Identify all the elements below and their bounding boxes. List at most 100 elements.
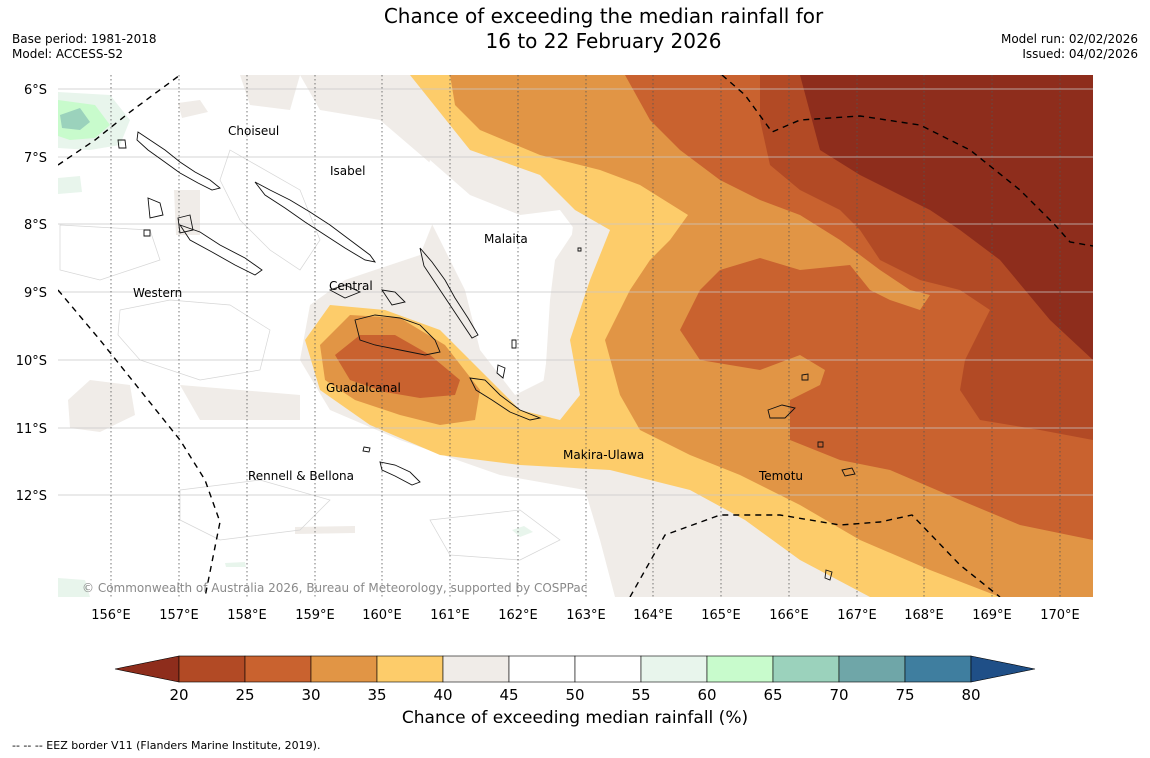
island-sikaiana	[511, 339, 517, 349]
lon-label: 164°E	[633, 608, 673, 623]
island-choiseul	[136, 131, 221, 191]
island-shortland	[117, 139, 127, 149]
title-line-1: Chance of exceeding the median rainfall …	[383, 4, 824, 28]
eez-legend-note: -- -- -- EEZ border V11 (Flanders Marine…	[12, 739, 321, 752]
lat-label: 7°S	[24, 151, 47, 166]
island-savo	[381, 289, 406, 306]
island-new-georgia	[178, 224, 263, 276]
colorbar-segment	[772, 655, 840, 683]
island-isabel	[254, 181, 377, 263]
band-40-45-small	[178, 100, 208, 118]
lat-axis: 6°S 7°S 8°S 9°S 10°S 11°S 12°S	[16, 83, 47, 504]
lon-label: 167°E	[837, 608, 877, 623]
colorbar-low-arrow	[114, 655, 180, 683]
lat-label: 10°S	[16, 354, 47, 369]
base-period: Base period: 1981-2018	[12, 32, 157, 46]
lon-label: 166°E	[769, 608, 809, 623]
label-temotu: Temotu	[758, 469, 803, 483]
band-40-45-small3	[174, 190, 200, 235]
colorbar-tick-label: 35	[367, 686, 386, 704]
lon-label: 157°E	[159, 608, 199, 623]
colorbar-tick-label: 45	[499, 686, 518, 704]
lon-label: 156°E	[91, 608, 131, 623]
colorbar-tick-label: 30	[301, 686, 320, 704]
colorbar-tick-label: 20	[169, 686, 188, 704]
island-nggela	[328, 284, 362, 299]
band-below-20	[800, 75, 1093, 360]
lon-gridlines	[110, 75, 1061, 597]
lon-label: 160°E	[362, 608, 402, 623]
colorbar-segment	[244, 655, 312, 683]
lon-label: 163°E	[566, 608, 606, 623]
islands	[117, 131, 856, 581]
band-40-45-west	[240, 75, 300, 110]
colorbar-tick-label: 60	[697, 686, 716, 704]
colorbar-tick-label: 40	[433, 686, 452, 704]
meta-right: Model run: 02/02/2026 Issued: 04/02/2026	[1001, 32, 1138, 62]
label-central: Central	[329, 279, 373, 293]
lon-axis: 156°E 157°E 158°E 159°E 160°E 161°E 162°…	[91, 608, 1080, 623]
colorbar-tick-label: 80	[961, 686, 980, 704]
band-55-60-w	[58, 176, 82, 194]
forecast-map: Choiseul Isabel Malaita Western Central …	[16, 75, 1093, 623]
eez-borders	[58, 75, 1093, 597]
colorbar-tick-label: 65	[763, 686, 782, 704]
eez-north-west	[58, 75, 181, 166]
lat-label: 11°S	[16, 422, 47, 437]
band-65-70-nw	[60, 108, 90, 130]
title-line-2: 16 to 22 February 2026	[485, 29, 722, 53]
colorbar-segment	[310, 655, 378, 683]
colorbar-ticks: 20 25 30 35 40 45 50 55 60 65 70 75 80	[169, 686, 980, 704]
island-guadalcanal	[354, 314, 441, 356]
lon-label: 170°E	[1040, 608, 1080, 623]
island-vella	[147, 197, 164, 219]
island-ulawa	[496, 364, 506, 379]
island-vanikoro	[841, 467, 856, 477]
colorbar-segment	[178, 655, 246, 683]
island-makira	[469, 377, 542, 421]
colorbar-segment	[376, 655, 444, 683]
model-run: Model run: 02/02/2026	[1000, 32, 1138, 46]
colorbar-segment	[574, 655, 642, 683]
colorbar-segment	[838, 655, 906, 683]
colorbar-segments	[178, 655, 972, 683]
island-treasury	[143, 229, 151, 237]
contour-lines	[59, 149, 561, 561]
label-rennell: Rennell & Bellona	[248, 469, 354, 483]
band-25-30-guadalcanal	[335, 335, 460, 398]
lat-label: 8°S	[24, 218, 47, 233]
band-40-45-small2	[295, 526, 355, 534]
model-name: Model: ACCESS-S2	[12, 47, 124, 61]
lon-label: 162°E	[498, 608, 538, 623]
colorbar: 20 25 30 35 40 45 50 55 60 65 70 75 80	[114, 655, 1036, 704]
label-malaita: Malaita	[484, 232, 528, 246]
island-reef	[801, 373, 809, 381]
island-rennell	[379, 461, 421, 486]
colorbar-segment	[442, 655, 510, 683]
colorbar-tick-label: 70	[829, 686, 848, 704]
copyright-text: © Commonwealth of Australia 2026, Bureau…	[82, 581, 587, 595]
island-bellona	[362, 446, 371, 453]
label-isabel: Isabel	[330, 164, 365, 178]
island-ontong	[577, 247, 582, 252]
lon-label: 159°E	[295, 608, 335, 623]
colorbar-tick-label: 75	[895, 686, 914, 704]
lon-label: 165°E	[701, 608, 741, 623]
colorbar-title: Chance of exceeding median rainfall (%)	[401, 708, 749, 728]
band-40-45-south	[68, 380, 135, 432]
label-guadalcanal: Guadalcanal	[326, 381, 401, 395]
colorbar-tick-label: 25	[235, 686, 254, 704]
lon-label: 168°E	[904, 608, 944, 623]
lat-label: 9°S	[24, 286, 47, 301]
colorbar-segment	[706, 655, 774, 683]
lon-label: 169°E	[972, 608, 1012, 623]
island-santa-cruz	[767, 404, 796, 419]
colorbar-high-arrow	[970, 655, 1036, 683]
island-anuta	[824, 569, 833, 581]
island-kolombangara	[177, 214, 194, 234]
lon-label: 161°E	[430, 608, 470, 623]
colorbar-segment	[508, 655, 576, 683]
map-title: Chance of exceeding the median rainfall …	[0, 4, 1150, 54]
colorbar-segment	[904, 655, 972, 683]
label-choiseul: Choiseul	[228, 124, 279, 138]
